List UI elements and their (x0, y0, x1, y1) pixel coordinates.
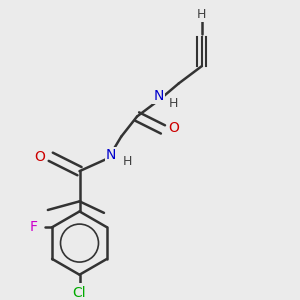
Text: Cl: Cl (73, 286, 86, 300)
Text: H: H (168, 97, 178, 110)
Text: H: H (122, 154, 132, 168)
Text: O: O (34, 150, 45, 164)
Text: N: N (153, 89, 164, 103)
Text: F: F (29, 220, 38, 234)
Text: H: H (197, 8, 206, 21)
Text: O: O (168, 121, 179, 135)
Text: N: N (106, 148, 116, 162)
